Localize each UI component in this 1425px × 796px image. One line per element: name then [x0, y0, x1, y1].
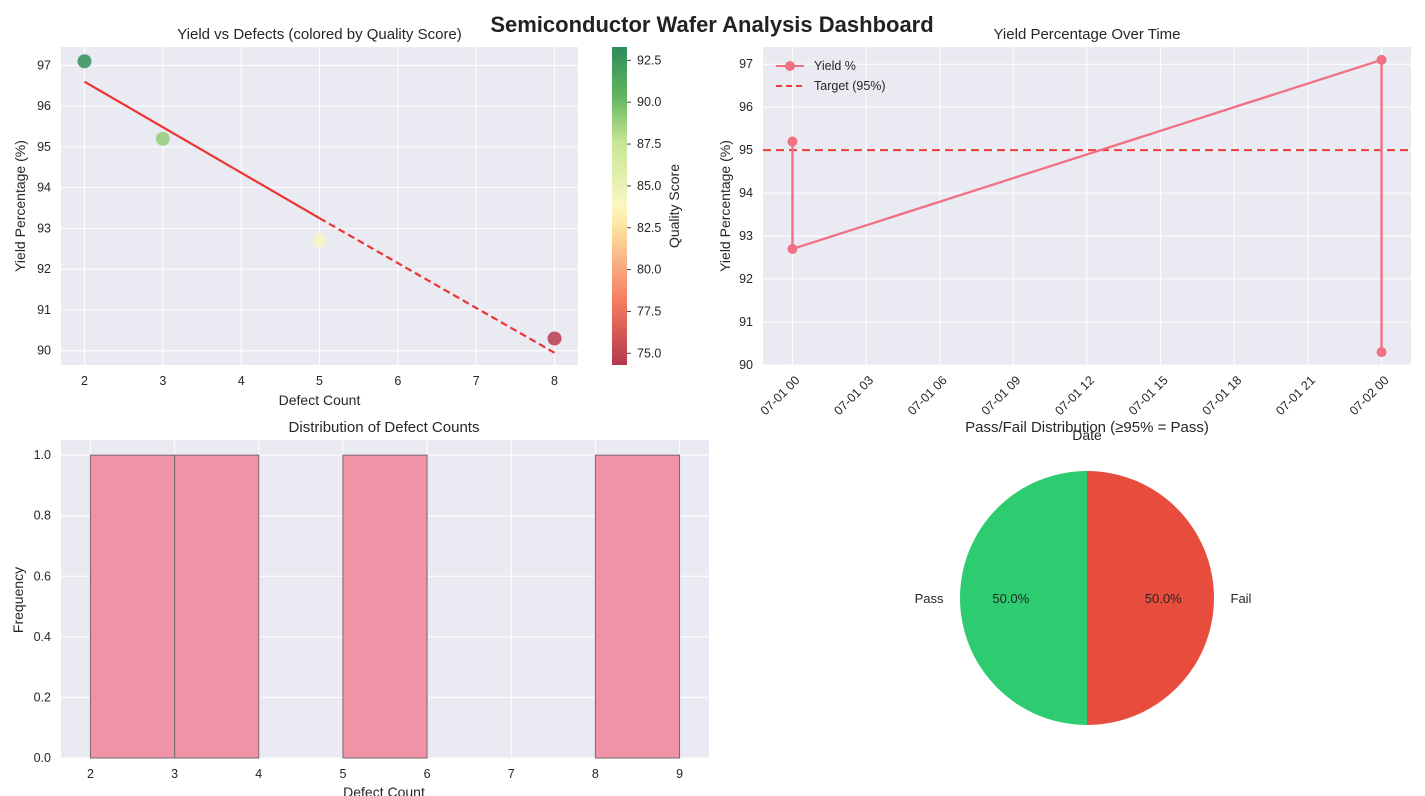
line-y-tick: 94 [739, 186, 753, 200]
line-x-tick: 07-02 00 [1347, 373, 1392, 418]
scatter-point [77, 54, 92, 69]
colorbar-tick: 90.0 [637, 95, 661, 109]
line-x-label: Date [1072, 427, 1102, 443]
scatter-y-tick: 97 [37, 58, 51, 72]
scatter-y-tick: 95 [37, 140, 51, 154]
histogram-x-tick: 3 [171, 767, 178, 781]
scatter-x-tick: 5 [316, 374, 323, 388]
yield-series-marker [787, 243, 798, 254]
histogram-y-tick: 0.0 [34, 751, 51, 765]
scatter-y-tick: 96 [37, 99, 51, 113]
yield-series-marker [1376, 54, 1387, 65]
scatter-y-tick: 91 [37, 303, 51, 317]
pie-label-pass: Pass [915, 591, 944, 606]
scatter-yield-vs-defects: Yield vs Defects (colored by Quality Sco… [12, 26, 682, 408]
colorbar-label: Quality Score [666, 164, 682, 248]
histogram-y-tick: 0.6 [34, 569, 51, 583]
legend-yield-marker [785, 61, 795, 71]
trend-line-dashed [318, 217, 556, 354]
legend-target-label: Target (95%) [814, 79, 886, 93]
histogram-x-tick: 8 [592, 767, 599, 781]
histogram-x-tick: 6 [424, 767, 431, 781]
line-x-tick: 07-01 18 [1200, 373, 1245, 418]
histogram-y-tick: 1.0 [34, 448, 51, 462]
line-y-tick: 97 [739, 57, 753, 71]
scatter-x-tick: 8 [551, 374, 558, 388]
line-y-tick: 90 [739, 358, 753, 372]
line-y-label: Yield Percentage (%) [717, 140, 733, 272]
histogram-y-label: Frequency [10, 567, 26, 633]
colorbar-tick: 77.5 [637, 304, 661, 318]
histogram-bar [89, 454, 176, 759]
scatter-y-tick: 94 [37, 181, 51, 195]
histogram-x-tick: 5 [339, 767, 346, 781]
scatter-x-tick: 4 [238, 374, 245, 388]
scatter-x-label: Defect Count [279, 392, 361, 408]
line-x-tick: 07-01 12 [1052, 373, 1097, 418]
pie-slice-pass [960, 471, 1087, 725]
colorbar-tick: 85.0 [637, 179, 661, 193]
line-x-tick: 07-01 09 [979, 373, 1024, 418]
histogram-x-tick: 7 [508, 767, 515, 781]
line-legend: Yield % Target (95%) [776, 59, 886, 93]
histogram-bar [594, 454, 681, 759]
trend-line-solid [83, 80, 321, 220]
colorbar-tick: 82.5 [637, 221, 661, 235]
pie-pct-pass: 50.0% [992, 591, 1029, 606]
line-yield-over-time: Yield Percentage Over Time 07-01 00 07-01… [717, 26, 1411, 443]
colorbar [612, 47, 627, 365]
scatter-point [312, 233, 327, 248]
line-x-tick: 07-01 15 [1126, 373, 1171, 418]
yield-series-marker [1376, 347, 1387, 358]
histogram-x-tick: 2 [87, 767, 94, 781]
scatter-x-tick: 2 [81, 374, 88, 388]
histogram-x-tick: 4 [255, 767, 262, 781]
histogram-y-tick: 0.4 [34, 630, 51, 644]
scatter-y-tick: 93 [37, 221, 51, 235]
scatter-point [547, 331, 562, 346]
scatter-point [155, 131, 170, 146]
scatter-x-tick: 6 [394, 374, 401, 388]
legend-yield-label: Yield % [814, 59, 856, 73]
histogram-y-tick: 0.2 [34, 690, 51, 704]
histogram-x-tick: 9 [676, 767, 683, 781]
line-y-tick: 95 [739, 143, 753, 157]
line-y-tick: 96 [739, 100, 753, 114]
line-y-tick: 93 [739, 229, 753, 243]
yield-series-marker [787, 136, 798, 147]
histogram-y-tick: 0.8 [34, 509, 51, 523]
scatter-x-tick: 7 [473, 374, 480, 388]
line-x-tick: 07-01 00 [758, 373, 803, 418]
line-x-tick: 07-01 21 [1273, 373, 1318, 418]
scatter-title: Yield vs Defects (colored by Quality Sco… [177, 26, 462, 43]
pie-pct-fail: 50.0% [1145, 591, 1182, 606]
line-y-tick: 92 [739, 272, 753, 286]
pie-slice-fail [1087, 471, 1214, 725]
scatter-x-tick: 3 [159, 374, 166, 388]
colorbar-tick: 80.0 [637, 263, 661, 277]
histogram-bar [174, 454, 260, 759]
scatter-y-tick: 90 [37, 344, 51, 358]
pie-label-fail: Fail [1231, 591, 1252, 606]
histogram-x-label: Defect Count [343, 784, 425, 796]
line-y-tick: 91 [739, 315, 753, 329]
line-title: Yield Percentage Over Time [993, 26, 1180, 43]
line-x-tick: 07-01 06 [905, 373, 950, 418]
scatter-y-tick: 92 [37, 262, 51, 276]
histogram-title: Distribution of Defect Counts [289, 419, 480, 436]
scatter-y-label: Yield Percentage (%) [12, 140, 28, 272]
histogram-bar [342, 454, 428, 759]
colorbar-tick: 87.5 [637, 137, 661, 151]
histogram-defect-counts: Distribution of Defect Counts 2 3 4 5 6 7 8 9 0.… [10, 419, 709, 796]
colorbar-tick: 75.0 [637, 346, 661, 360]
line-x-tick: 07-01 03 [831, 373, 876, 418]
colorbar-tick: 92.5 [637, 53, 661, 67]
dashboard-title: Semiconductor Wafer Analysis Dashboard [490, 12, 933, 37]
pie-title: Pass/Fail Distribution (≥95% = Pass) [965, 419, 1209, 436]
yield-series-line [791, 58, 1383, 353]
pie-pass-fail: Pass/Fail Distribution (≥95% = Pass) Pas… [915, 419, 1252, 725]
